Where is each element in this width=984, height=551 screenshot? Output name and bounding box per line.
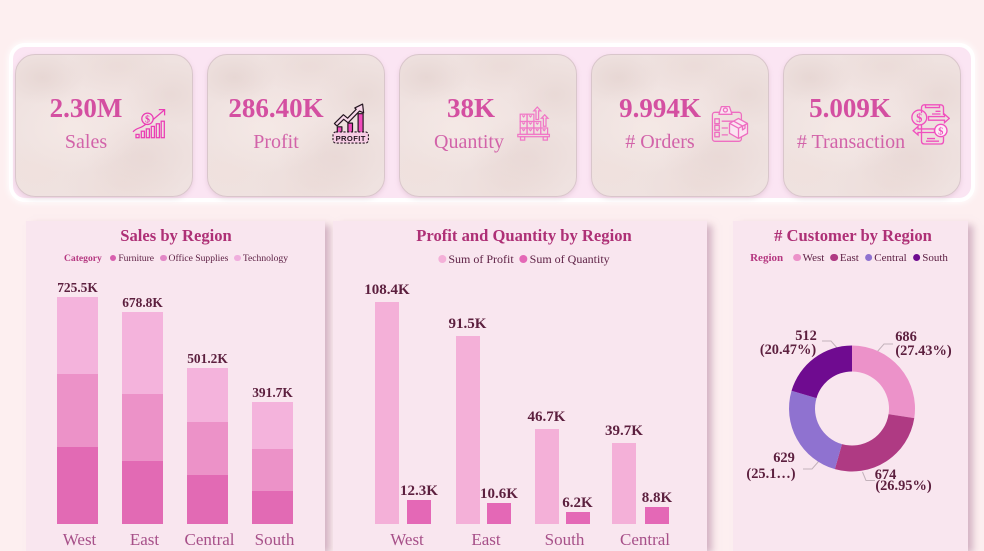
svg-text:PROFIT: PROFIT [336, 134, 366, 143]
svg-text:$: $ [145, 114, 150, 125]
svg-text:$: $ [916, 111, 922, 125]
svg-text:$: $ [938, 126, 943, 137]
